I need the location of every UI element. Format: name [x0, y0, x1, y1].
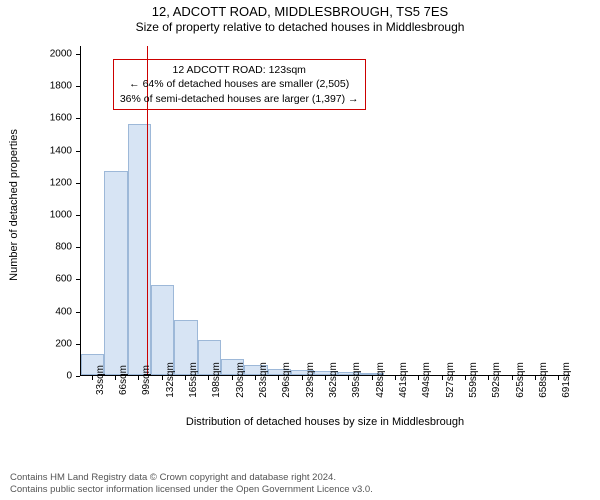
x-tick-mark: [325, 376, 326, 380]
x-tick-label: 263sqm: [258, 362, 269, 398]
x-tick-label: 658sqm: [538, 362, 549, 398]
y-tick-mark: [76, 54, 80, 55]
y-tick-label: 200: [34, 338, 78, 349]
y-tick-label: 1400: [34, 145, 78, 156]
x-tick-label: 33sqm: [95, 365, 106, 395]
footer-attribution: Contains HM Land Registry data © Crown c…: [10, 472, 373, 496]
y-tick-mark: [76, 376, 80, 377]
footer-line-1: Contains HM Land Registry data © Crown c…: [10, 472, 373, 484]
x-tick-mark: [185, 376, 186, 380]
y-tick-mark: [76, 151, 80, 152]
annotation-box: 12 ADCOTT ROAD: 123sqm← 64% of detached …: [113, 59, 366, 110]
x-tick-label: 494sqm: [421, 362, 432, 398]
x-tick-mark: [115, 376, 116, 380]
x-tick-label: 461sqm: [398, 362, 409, 398]
x-tick-label: 198sqm: [211, 362, 222, 398]
x-tick-mark: [442, 376, 443, 380]
x-tick-label: 296sqm: [281, 362, 292, 398]
x-tick-label: 132sqm: [165, 362, 176, 398]
y-tick-label: 1200: [34, 177, 78, 188]
y-tick-mark: [76, 247, 80, 248]
x-axis-label: Distribution of detached houses by size …: [80, 416, 570, 428]
y-axis-label: Number of detached properties: [8, 40, 24, 370]
y-tick-mark: [76, 215, 80, 216]
chart-title-sub: Size of property relative to detached ho…: [0, 20, 600, 34]
x-tick-label: 362sqm: [328, 362, 339, 398]
annotation-line: 36% of semi-detached houses are larger (…: [120, 92, 359, 106]
y-tick-label: 1000: [34, 210, 78, 221]
x-tick-label: 165sqm: [188, 362, 199, 398]
x-tick-mark: [162, 376, 163, 380]
y-tick-label: 400: [34, 306, 78, 317]
chart-title-block: 12, ADCOTT ROAD, MIDDLESBROUGH, TS5 7ES …: [0, 0, 600, 34]
x-tick-label: 230sqm: [235, 362, 246, 398]
x-tick-mark: [348, 376, 349, 380]
x-tick-mark: [512, 376, 513, 380]
x-tick-label: 428sqm: [375, 362, 386, 398]
y-tick-mark: [76, 183, 80, 184]
x-tick-mark: [418, 376, 419, 380]
y-tick-label: 2000: [34, 49, 78, 60]
x-tick-mark: [138, 376, 139, 380]
x-tick-label: 592sqm: [491, 362, 502, 398]
x-tick-label: 527sqm: [445, 362, 456, 398]
annotation-line: 12 ADCOTT ROAD: 123sqm: [120, 63, 359, 77]
y-tick-mark: [76, 279, 80, 280]
y-tick-label: 800: [34, 242, 78, 253]
x-tick-mark: [372, 376, 373, 380]
y-tick-mark: [76, 344, 80, 345]
x-tick-mark: [278, 376, 279, 380]
x-tick-mark: [465, 376, 466, 380]
histogram-bar: [104, 171, 127, 375]
y-tick-mark: [76, 118, 80, 119]
x-tick-mark: [558, 376, 559, 380]
x-tick-mark: [302, 376, 303, 380]
annotation-line: ← 64% of detached houses are smaller (2,…: [120, 77, 359, 91]
chart-container: Number of detached properties 12 ADCOTT …: [34, 40, 584, 430]
x-tick-mark: [255, 376, 256, 380]
x-tick-mark: [92, 376, 93, 380]
x-tick-label: 691sqm: [561, 362, 572, 398]
y-tick-label: 1800: [34, 81, 78, 92]
x-tick-mark: [232, 376, 233, 380]
y-tick-mark: [76, 86, 80, 87]
x-tick-label: 99sqm: [141, 365, 152, 395]
x-tick-mark: [395, 376, 396, 380]
y-tick-mark: [76, 312, 80, 313]
x-tick-label: 625sqm: [515, 362, 526, 398]
x-tick-label: 329sqm: [305, 362, 316, 398]
y-tick-label: 0: [34, 371, 78, 382]
x-tick-mark: [208, 376, 209, 380]
y-tick-label: 1600: [34, 113, 78, 124]
y-tick-label: 600: [34, 274, 78, 285]
footer-line-2: Contains public sector information licen…: [10, 484, 373, 496]
x-tick-label: 559sqm: [468, 362, 479, 398]
plot-area: 12 ADCOTT ROAD: 123sqm← 64% of detached …: [80, 46, 570, 376]
x-tick-mark: [488, 376, 489, 380]
x-tick-label: 395sqm: [351, 362, 362, 398]
x-tick-label: 66sqm: [118, 365, 129, 395]
chart-title-main: 12, ADCOTT ROAD, MIDDLESBROUGH, TS5 7ES: [0, 4, 600, 19]
x-tick-mark: [535, 376, 536, 380]
